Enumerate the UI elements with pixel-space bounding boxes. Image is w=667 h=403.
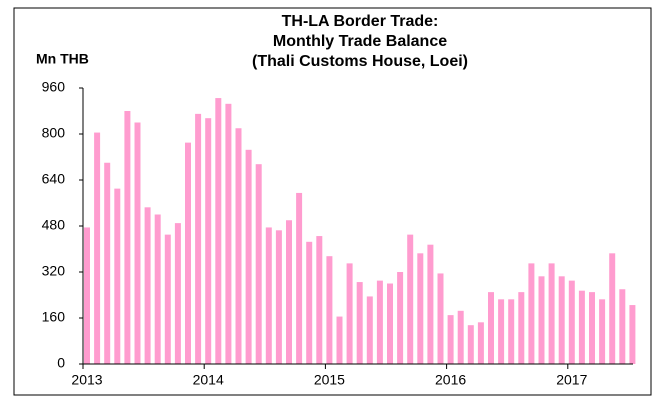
bar bbox=[427, 244, 434, 364]
bar bbox=[356, 282, 363, 364]
bar bbox=[296, 192, 303, 364]
bar bbox=[548, 263, 555, 364]
bar bbox=[134, 122, 141, 364]
chart-title: TH-LA Border Trade: bbox=[282, 13, 439, 30]
bar bbox=[114, 188, 121, 364]
bar bbox=[528, 263, 535, 364]
bar bbox=[387, 283, 393, 364]
bar bbox=[376, 280, 383, 364]
bar bbox=[144, 207, 151, 364]
bar bbox=[609, 253, 616, 364]
bar bbox=[336, 316, 343, 364]
x-tick-label: 2014 bbox=[193, 372, 224, 388]
bar bbox=[518, 292, 525, 364]
y-tick-label: 320 bbox=[42, 263, 66, 279]
bar bbox=[185, 142, 191, 364]
bar bbox=[568, 280, 575, 364]
bar bbox=[589, 292, 595, 364]
bar bbox=[104, 162, 111, 364]
x-tick-label: 2017 bbox=[556, 372, 587, 388]
bar bbox=[599, 299, 606, 364]
bar bbox=[225, 103, 232, 364]
chart-title: Monthly Trade Balance bbox=[273, 33, 447, 50]
bar bbox=[306, 241, 313, 364]
bar bbox=[326, 256, 333, 364]
bar bbox=[467, 325, 474, 364]
y-tick-label: 640 bbox=[42, 171, 66, 187]
bar bbox=[124, 111, 131, 364]
y-tick-label: 480 bbox=[42, 217, 66, 233]
bar bbox=[255, 164, 262, 364]
bar bbox=[235, 128, 242, 364]
bar bbox=[84, 227, 90, 364]
bar bbox=[286, 220, 292, 364]
y-tick-label: 800 bbox=[42, 125, 66, 141]
bar bbox=[498, 299, 505, 364]
chart-frame bbox=[13, 7, 652, 396]
bar bbox=[538, 276, 545, 364]
bar bbox=[477, 322, 484, 364]
bar bbox=[508, 299, 515, 364]
bar bbox=[245, 149, 252, 364]
bar bbox=[578, 290, 585, 364]
bar bbox=[164, 234, 171, 364]
bar bbox=[397, 272, 404, 364]
bar bbox=[205, 118, 212, 364]
bar bbox=[437, 273, 444, 364]
bar bbox=[366, 296, 373, 364]
bar bbox=[407, 234, 414, 364]
y-tick-label: 0 bbox=[57, 355, 65, 371]
bar bbox=[316, 236, 323, 364]
bar bbox=[195, 113, 202, 364]
bar bbox=[619, 289, 626, 364]
x-tick-label: 2013 bbox=[71, 372, 102, 388]
bar bbox=[488, 292, 494, 364]
x-tick-label: 2015 bbox=[314, 372, 345, 388]
bar bbox=[558, 276, 565, 364]
bar bbox=[265, 227, 272, 364]
bar bbox=[629, 305, 636, 364]
bar bbox=[447, 315, 454, 364]
bar bbox=[174, 223, 181, 364]
y-tick-label: 160 bbox=[42, 309, 66, 325]
bar bbox=[417, 253, 424, 364]
y-tick-label: 960 bbox=[42, 79, 66, 95]
x-tick-label: 2016 bbox=[435, 372, 466, 388]
bar bbox=[94, 132, 101, 364]
bar bbox=[275, 230, 282, 364]
bar bbox=[457, 310, 464, 364]
bar bbox=[215, 98, 222, 364]
chart-title: (Thali Customs House, Loei) bbox=[252, 53, 468, 70]
bar bbox=[346, 263, 353, 364]
bar bbox=[154, 214, 161, 364]
y-axis-label: Mn THB bbox=[36, 51, 89, 67]
